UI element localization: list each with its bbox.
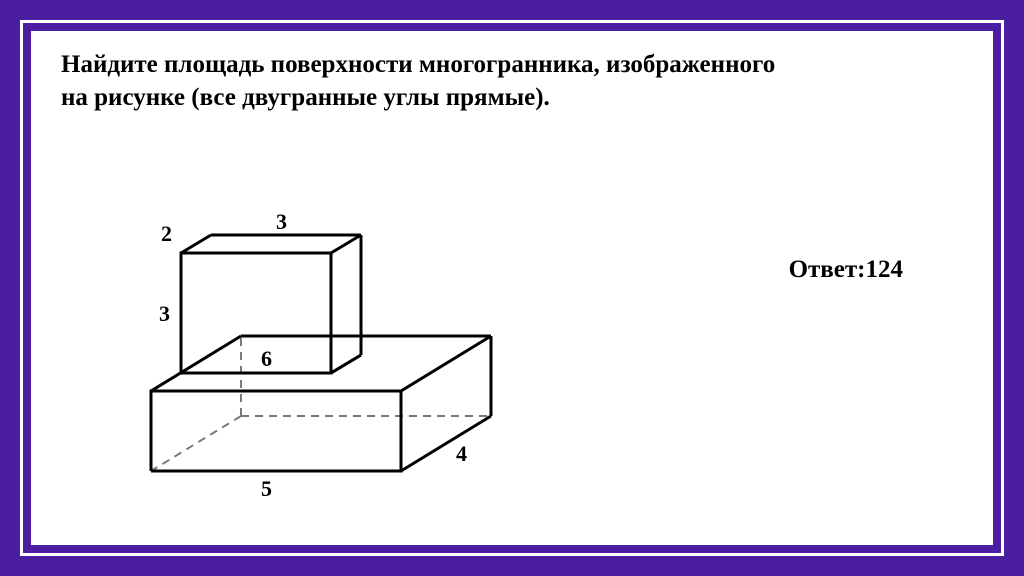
dim-top-width: 3 — [276, 209, 287, 234]
dim-top-height: 3 — [159, 301, 170, 326]
bottom-box-edges — [151, 336, 491, 471]
answer-text: Ответ:124 — [789, 256, 903, 284]
slide-content: Найдите площадь поверхности многогранник… — [31, 31, 993, 545]
dim-bottom-depth: 6 — [261, 346, 272, 371]
dim-top-depth: 2 — [161, 221, 172, 246]
polyhedron-figure: 2 3 3 6 5 4 — [111, 141, 611, 511]
figure-svg: 2 3 3 6 5 4 — [111, 141, 611, 511]
problem-line-2: на рисунке (все двугранные углы прямые). — [61, 84, 550, 111]
slide-outer: Найдите площадь поверхности многогранник… — [0, 0, 1024, 576]
slide-frame: Найдите площадь поверхности многогранник… — [20, 20, 1004, 556]
problem-line-1: Найдите площадь поверхности многогранник… — [61, 51, 775, 78]
dim-bottom-side: 4 — [456, 441, 467, 466]
problem-text: Найдите площадь поверхности многогранник… — [61, 49, 963, 114]
hidden-edges — [151, 336, 491, 471]
dim-bottom-width: 5 — [261, 476, 272, 501]
top-box-base-edge — [331, 355, 361, 373]
